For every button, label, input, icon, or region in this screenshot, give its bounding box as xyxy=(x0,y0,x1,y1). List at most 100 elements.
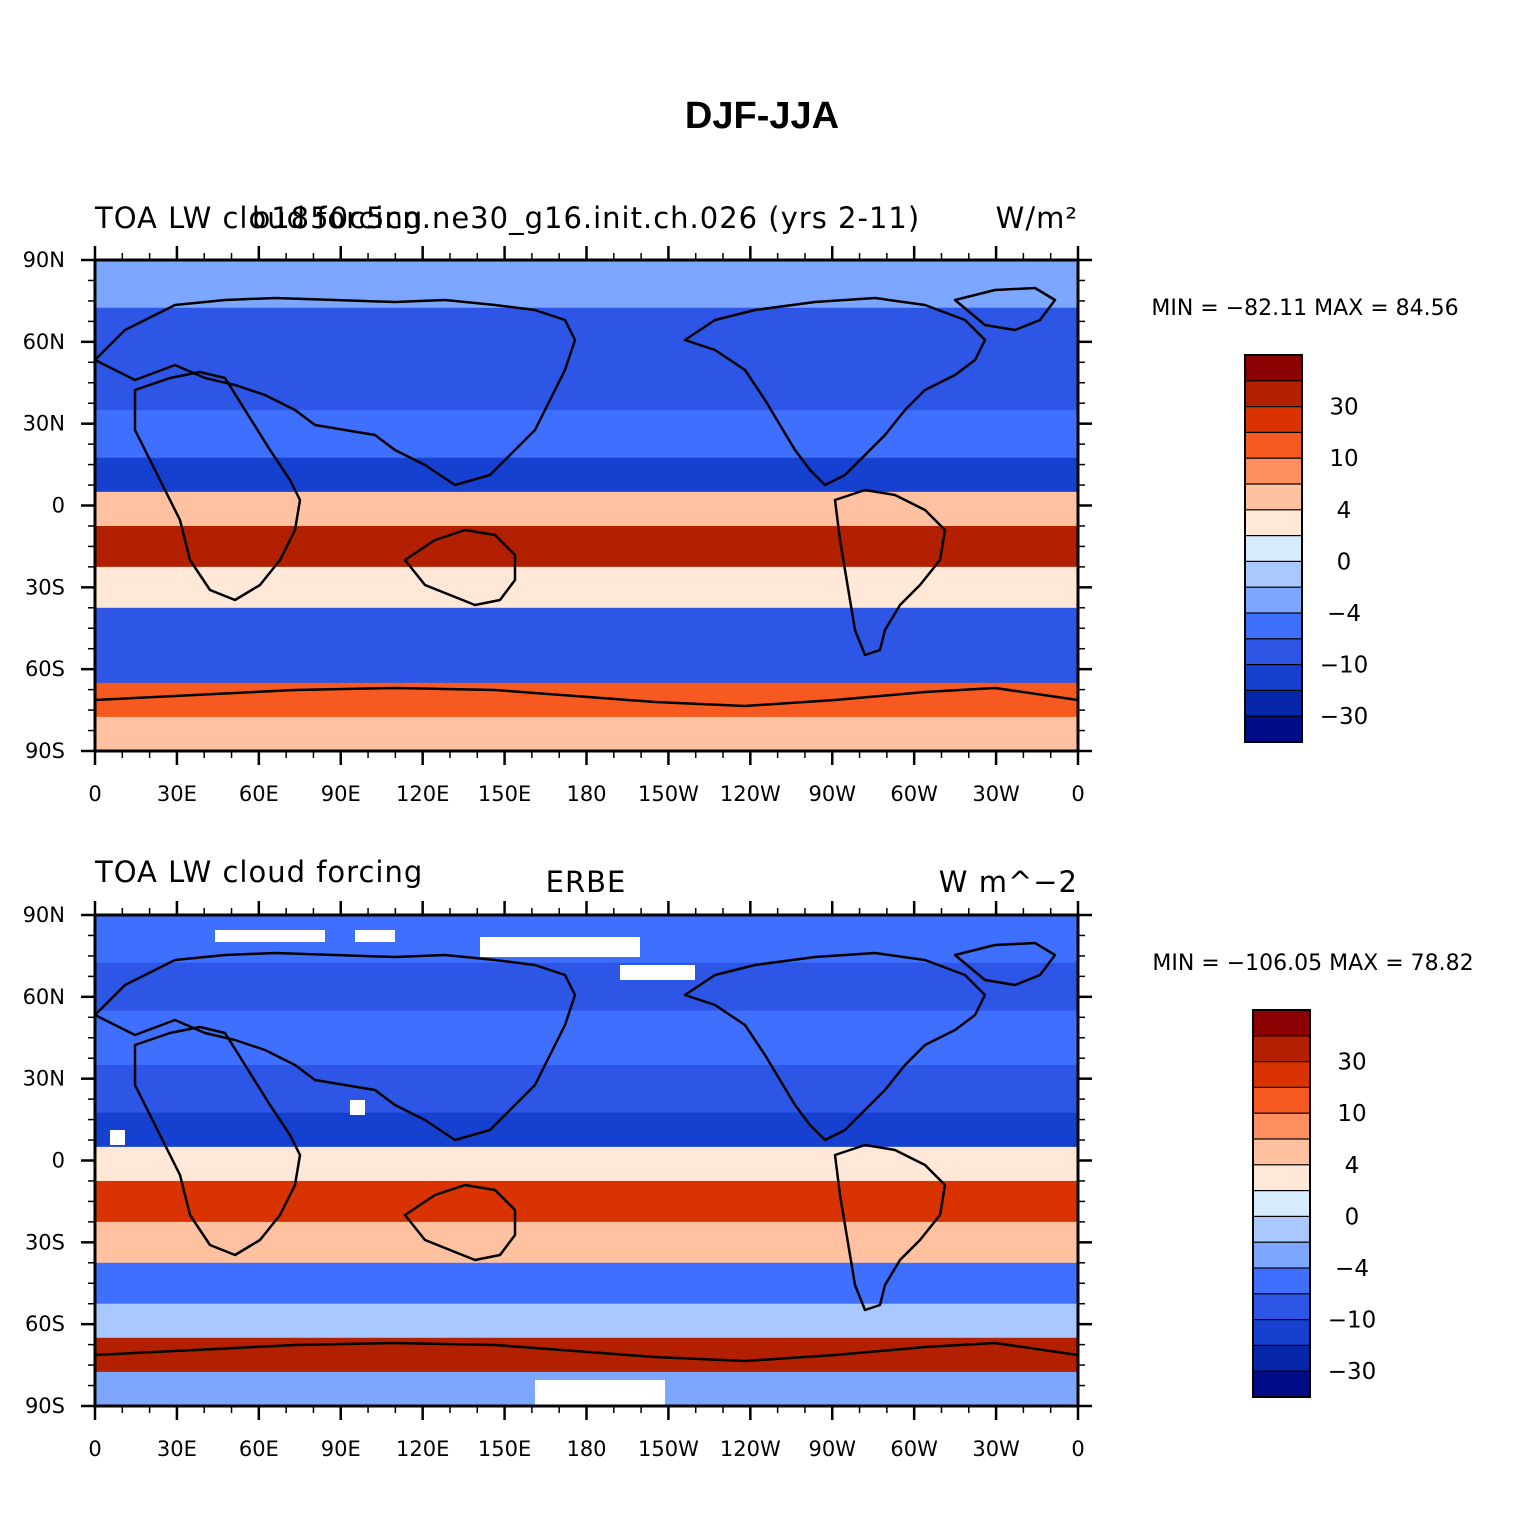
colorbar-label: −4 xyxy=(1335,1256,1369,1282)
colorbar-swatch xyxy=(1252,1112,1311,1140)
lon-label: 30E xyxy=(157,782,197,806)
colorbar-swatch xyxy=(1252,1060,1311,1089)
panel-obs-title-center: ERBE xyxy=(546,865,627,899)
coastline-north-america xyxy=(683,296,987,487)
panel-model-minmax: MIN = −82.11 MAX = 84.56 xyxy=(1151,296,1458,321)
colorbar-swatch xyxy=(1252,1164,1311,1192)
colorbar-swatch xyxy=(1244,612,1303,640)
colorbar-swatch xyxy=(1244,483,1303,511)
lat-label: 60N xyxy=(23,330,65,354)
field-band-25 xyxy=(95,1065,1078,1114)
colorbar-label: 30 xyxy=(1337,1050,1366,1076)
colorbar-label: 0 xyxy=(1337,549,1352,575)
colorbar-swatch xyxy=(1244,509,1303,537)
lat-label: 90S xyxy=(25,1394,65,1418)
coastline-north-america xyxy=(683,951,987,1142)
colorbar-frame xyxy=(1244,354,1303,743)
field-band-65 xyxy=(95,307,1078,356)
colorbar-label: −30 xyxy=(1328,1359,1377,1385)
lon-label: 150E xyxy=(478,1437,531,1461)
panel-obs-minmax: MIN = −106.05 MAX = 78.82 xyxy=(1152,951,1473,976)
colorbar-frame xyxy=(1252,1009,1311,1398)
map-obs xyxy=(95,915,1078,1406)
colorbar-swatch xyxy=(1252,1035,1311,1063)
coastline-africa xyxy=(133,1025,302,1257)
colorbar-swatch xyxy=(1244,354,1303,382)
colorbar-swatch xyxy=(1244,380,1303,408)
colorbar-label: 4 xyxy=(1337,498,1352,524)
coastline-australia xyxy=(403,1183,517,1262)
colorbar-swatch xyxy=(1244,663,1303,692)
coastline-antarctica xyxy=(95,686,1078,708)
lon-label: 120E xyxy=(396,1437,449,1461)
colorbar-label: 10 xyxy=(1329,446,1358,472)
colorbar-swatch xyxy=(1244,715,1303,743)
field-band--60 xyxy=(95,1303,1078,1339)
lon-label: 60E xyxy=(239,782,279,806)
panel-model-title-left: TOA LW cloud forcing xyxy=(94,201,423,235)
lat-label: 30S xyxy=(25,575,65,599)
coastline-africa xyxy=(133,370,302,602)
colorbar-label: 4 xyxy=(1345,1153,1360,1179)
lon-label: 120W xyxy=(720,1437,781,1461)
panel-model-title-center: b1850c5cn.ne30_g16.init.ch.026 (yrs 2-11… xyxy=(252,201,920,235)
colorbar-swatch xyxy=(1244,638,1303,666)
missing-data-patches xyxy=(110,930,695,1405)
lat-label: 60N xyxy=(23,985,65,1009)
lon-label: 30E xyxy=(157,1437,197,1461)
panel-model: TOA LW cloud forcing b1850c5cn.ne30_g16.… xyxy=(23,201,1459,806)
lon-label: 150W xyxy=(638,1437,699,1461)
lon-label: 90E xyxy=(321,1437,361,1461)
field-band-45 xyxy=(95,355,1078,411)
colorbar-swatch xyxy=(1244,586,1303,614)
field-band-10 xyxy=(95,457,1078,493)
lat-label: 0 xyxy=(52,494,65,518)
lon-label: 90W xyxy=(809,782,857,806)
colorbar-label: 0 xyxy=(1345,1204,1360,1230)
colorbar-swatch xyxy=(1244,457,1303,485)
coastline-south-america xyxy=(833,1143,947,1312)
field-band-65 xyxy=(95,962,1078,1011)
coastline-greenland xyxy=(953,286,1057,332)
field-band-80 xyxy=(95,260,1078,309)
coastline-south-america xyxy=(833,488,947,657)
panel-obs: TOA LW cloud forcing ERBE W m^−2 xyxy=(23,855,1474,1461)
lon-label: 60W xyxy=(890,1437,938,1461)
colorbar-swatch xyxy=(1252,1009,1311,1037)
panel-model-units: W/m² xyxy=(996,201,1078,235)
field-band-45 xyxy=(95,1010,1078,1066)
colorbar-swatch xyxy=(1252,1215,1311,1244)
lon-label: 120E xyxy=(396,782,449,806)
field-band--85 xyxy=(95,716,1078,751)
field-band-0 xyxy=(95,1146,1078,1182)
lon-label: 150W xyxy=(638,782,699,806)
lon-label: 120W xyxy=(720,782,781,806)
field-band--30 xyxy=(95,1221,1078,1264)
colorbar-swatch xyxy=(1252,1267,1311,1295)
colorbar-swatch xyxy=(1244,689,1303,718)
lon-label: 0 xyxy=(88,1437,101,1461)
lon-label: 30W xyxy=(972,1437,1020,1461)
lon-label: 60W xyxy=(890,782,938,806)
lon-label: 150E xyxy=(478,782,531,806)
colorbar-swatch xyxy=(1252,1086,1311,1115)
panel-obs-units: W m^−2 xyxy=(939,865,1078,899)
field-band--70 xyxy=(95,682,1078,718)
field-band--70 xyxy=(95,1337,1078,1373)
lon-label: 60E xyxy=(239,1437,279,1461)
colorbar-swatch xyxy=(1244,560,1303,589)
colorbar-label: −10 xyxy=(1328,1308,1377,1334)
colorbar-swatch xyxy=(1244,534,1303,563)
lon-label: 0 xyxy=(1071,1437,1084,1461)
colorbar-label: −4 xyxy=(1327,601,1361,627)
field-band--15 xyxy=(95,1180,1078,1223)
coastline-australia xyxy=(403,528,517,607)
colorbar-swatch xyxy=(1244,431,1303,460)
colorbar-swatch xyxy=(1252,1189,1311,1218)
coastline-eurasia xyxy=(95,296,577,487)
lon-label: 180 xyxy=(566,782,606,806)
colorbar-label: −30 xyxy=(1320,704,1369,730)
panel-obs-colorbar: 30 10 4 0 −4 −10 −30 xyxy=(1252,1009,1377,1398)
lat-label: 0 xyxy=(52,1149,65,1173)
